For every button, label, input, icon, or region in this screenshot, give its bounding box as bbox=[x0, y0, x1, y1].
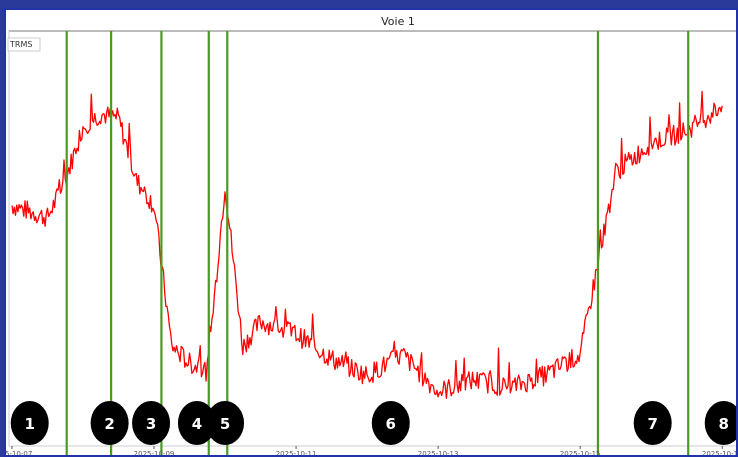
event-badge-7 bbox=[633, 401, 672, 445]
line-chart: Voie 1 1 2 3 45 6 7 8 2025-10-07 2025-10-09 2025-… bbox=[6, 15, 738, 457]
x-tick-label-4: 2025-10-15 bbox=[560, 450, 601, 457]
event-badge-label-5: 5 bbox=[220, 415, 230, 433]
legend-box bbox=[7, 37, 41, 52]
x-tick-label-1: 2025-10-09 bbox=[134, 450, 175, 457]
chart-title: Voie 1 bbox=[381, 15, 415, 28]
event-badge-2 bbox=[90, 401, 129, 445]
event-badge-5 bbox=[206, 401, 245, 445]
event-badge-8 bbox=[704, 401, 736, 445]
plot-area bbox=[8, 30, 736, 447]
x-tick-label-2: 2025-10-11 bbox=[276, 450, 317, 457]
chart-frame: Voie 1 1 2 3 45 6 7 8 2025-10-07 2025-10-09 2025-… bbox=[4, 8, 738, 457]
event-badge-label-2: 2 bbox=[104, 415, 114, 433]
x-tick-label-0: 2025-10-07 bbox=[6, 450, 32, 457]
x-tick-label-3: 2025-10-13 bbox=[418, 450, 459, 457]
event-badge-label-6: 6 bbox=[386, 415, 396, 433]
event-badge-4 bbox=[177, 401, 216, 445]
legend-entry-0: TRMS bbox=[9, 40, 32, 49]
event-badge-label-3: 3 bbox=[146, 415, 156, 433]
event-badge-label-8: 8 bbox=[719, 415, 729, 433]
x-tick-label-5: 2025-10-17 bbox=[702, 450, 738, 457]
event-badge-label-4: 4 bbox=[192, 415, 202, 433]
event-badge-3 bbox=[132, 401, 171, 445]
event-badge-6 bbox=[371, 401, 410, 445]
event-badge-1 bbox=[10, 401, 49, 445]
series-line-0 bbox=[11, 90, 723, 399]
event-badge-label-1: 1 bbox=[24, 415, 34, 433]
event-badge-label-7: 7 bbox=[647, 415, 657, 433]
